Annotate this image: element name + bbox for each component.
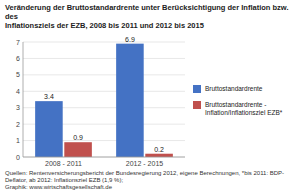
footnote-line: Graphik: www.wirtschaftsgesellschaft.de	[5, 184, 295, 191]
legend-label: Bruttostandardrente - Inflation/Inflatio…	[205, 101, 282, 117]
legend-label: Bruttostandardrente	[205, 85, 262, 93]
x-tick-label: 2008 - 2011	[45, 160, 82, 167]
y-axis-line	[23, 42, 24, 157]
data-label: 6.9	[125, 36, 135, 43]
data-label: 3.4	[44, 93, 54, 100]
bars	[35, 44, 173, 157]
data-label: 0.2	[154, 146, 164, 153]
legend-item: Bruttostandardrente	[193, 85, 295, 93]
bar	[64, 142, 92, 157]
y-tick-label: 1	[16, 137, 20, 144]
footnote: Quellen: Rentenversicherungsbericht der …	[5, 170, 295, 191]
chart-svg: 0 1 2 3 4 5 6 7 3.4 6.9 0.9 0.2 2008 - 2011 2012 - 20…	[5, 32, 189, 169]
legend-swatch	[193, 85, 201, 93]
data-label: 0.9	[73, 134, 83, 141]
footnote-line: Quellen: Rentenversicherungsbericht der …	[5, 170, 295, 184]
chart-root: Veränderung der Bruttostandardrente unte…	[0, 0, 300, 194]
chart-body: 0 1 2 3 4 5 6 7 3.4 6.9 0.9 0.2 2008 - 2011 2012 - 20…	[5, 32, 295, 169]
grid-line	[23, 91, 185, 92]
legend: Bruttostandardrente Bruttostandardrente -…	[189, 32, 295, 169]
bar	[145, 154, 173, 157]
grid-line	[23, 58, 185, 59]
x-tick-label: 2012 - 2015	[126, 160, 163, 167]
x-axis-line	[23, 157, 185, 158]
grid-line	[23, 74, 185, 75]
y-tick-label: 2	[16, 121, 20, 128]
grid-line	[23, 42, 185, 43]
plot-area: 0 1 2 3 4 5 6 7 3.4 6.9 0.9 0.2 2008 - 2011 2012 - 20…	[5, 32, 189, 169]
bar	[35, 101, 63, 157]
y-tick-label: 5	[16, 71, 20, 78]
grid-line	[23, 157, 185, 158]
y-tick-label: 3	[16, 104, 20, 111]
bar	[116, 44, 144, 157]
legend-swatch	[193, 101, 201, 109]
y-tick-label: 7	[16, 39, 20, 46]
y-tick-label: 6	[16, 55, 20, 62]
y-tick-label: 0	[16, 154, 20, 161]
title: Veränderung der Bruttostandardrente unte…	[5, 3, 295, 30]
legend-item: Bruttostandardrente - Inflation/Inflatio…	[193, 101, 295, 117]
y-tick-label: 4	[16, 88, 20, 95]
